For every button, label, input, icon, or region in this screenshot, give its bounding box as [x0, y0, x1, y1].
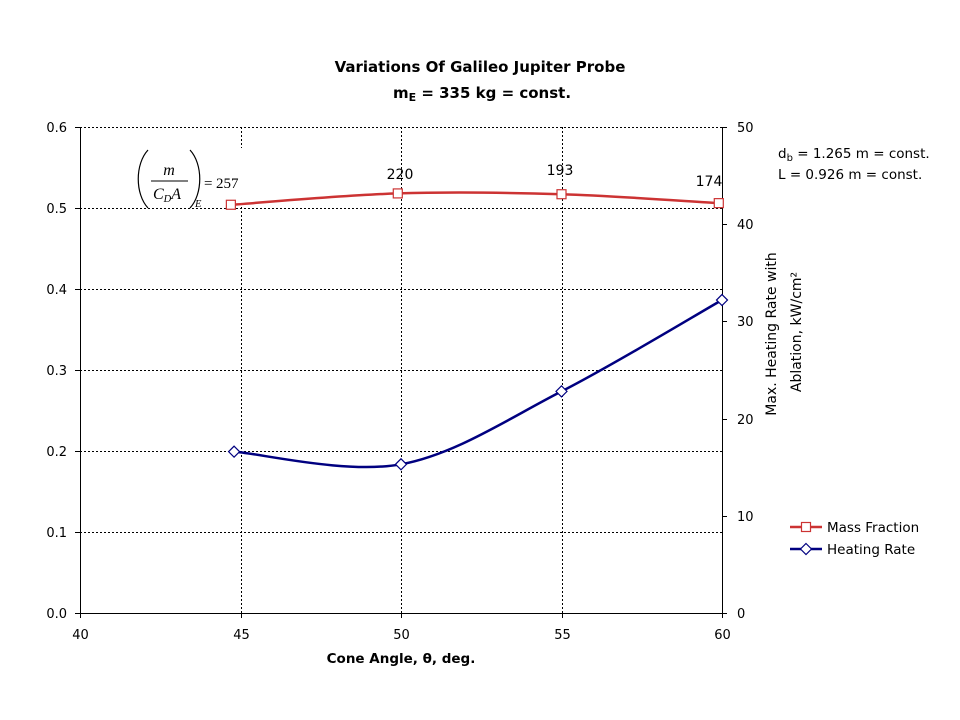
ballistic-coefficient-annotation: m CDA E =	[134, 148, 248, 210]
heating-rate-point-marker	[394, 457, 408, 471]
x-axis-title: Cone Angle, θ, deg.	[327, 651, 476, 667]
chart-title: Variations Of Galileo Jupiter Probe	[335, 58, 626, 76]
y2-axis-title-line-2: Ablation, kW/cm²	[789, 272, 805, 392]
y2-tick-label: 10	[737, 510, 754, 525]
series-line-heating-rate	[232, 298, 724, 469]
legend-marker-heating-rate	[799, 542, 813, 556]
mass-fraction-point-marker	[392, 188, 403, 199]
y-tick-label: 0.0	[46, 607, 67, 622]
annotation-background	[134, 148, 248, 206]
legend-swatches	[790, 521, 822, 556]
y2-tick-label: 20	[737, 413, 754, 428]
mass-fraction-point-marker	[713, 198, 724, 209]
y-tick-label: 0.2	[46, 445, 67, 460]
subtitle-suffix: = 335 kg = const.	[416, 84, 571, 102]
mass-fraction-point-marker	[225, 199, 236, 210]
chart-subtitle: mE = 335 kg = const.	[393, 84, 571, 104]
formula-denominator: CDA	[153, 186, 181, 205]
y2-axis-title-line-1: Max. Heating Rate with	[764, 252, 780, 415]
note-base-diameter-symbol: d	[778, 146, 787, 162]
y-tick-label: 0.6	[46, 121, 67, 136]
formula-equals: =	[204, 176, 212, 192]
right-parenthesis	[189, 149, 201, 209]
legend-label-heating-rate: Heating Rate	[827, 542, 915, 558]
legend-label-mass-fraction: Mass Fraction	[827, 520, 919, 536]
mass-fraction-point-marker	[556, 189, 567, 200]
heating-rate-point-marker	[715, 293, 729, 307]
heating-rate-point-marker	[227, 445, 241, 458]
data-label: 193	[547, 163, 574, 179]
series-line-mass-fraction	[229, 191, 721, 207]
y-tick-label: 0.4	[46, 283, 67, 298]
tick-labels: 0.0 0.1 0.2 0.3 0.4 0.5 0.6 40 45 50 55 60 0 10 20 30 40…	[46, 121, 753, 643]
x-tick-label: 50	[393, 628, 410, 643]
formula-denominator-c: C	[153, 186, 164, 203]
data-label: 257	[216, 176, 239, 192]
x-tick-label: 60	[714, 628, 731, 643]
formula-numerator: m	[163, 162, 175, 179]
note-length: L = 0.926 m = const.	[778, 167, 922, 183]
subtitle-prefix: m	[393, 84, 409, 102]
x-tick-label: 45	[233, 628, 250, 643]
formula-denominator-subscript: D	[163, 194, 172, 205]
x-tick-label: 40	[72, 628, 89, 643]
data-label: 220	[387, 167, 414, 183]
subtitle-subscript: E	[409, 91, 417, 104]
y-tick-label: 0.3	[46, 364, 67, 379]
y2-tick-label: 0	[737, 607, 745, 622]
data-label: 174	[696, 174, 723, 190]
x-tick-label: 55	[554, 628, 571, 643]
y-tick-label: 0.5	[46, 202, 67, 217]
note-base-diameter-value: = 1.265 m = const.	[793, 146, 930, 162]
y2-tick-label: 40	[737, 218, 754, 233]
heating-rate-point-marker	[555, 385, 568, 398]
note-base-diameter: db = 1.265 m = const.	[778, 146, 930, 164]
formula-outer-subscript: E	[194, 199, 202, 210]
series-lines	[229, 191, 724, 469]
note-base-diameter-subscript: b	[787, 153, 793, 164]
legend: Mass Fraction Heating Rate	[790, 520, 919, 558]
y2-tick-label: 50	[737, 121, 754, 136]
y-tick-label: 0.1	[46, 526, 67, 541]
legend-marker-mass-fraction	[800, 521, 812, 533]
left-parenthesis	[137, 149, 149, 209]
y2-tick-label: 30	[737, 315, 754, 330]
formula-denominator-a: A	[170, 186, 181, 203]
gridlines	[80, 127, 722, 613]
series-markers	[225, 188, 729, 471]
